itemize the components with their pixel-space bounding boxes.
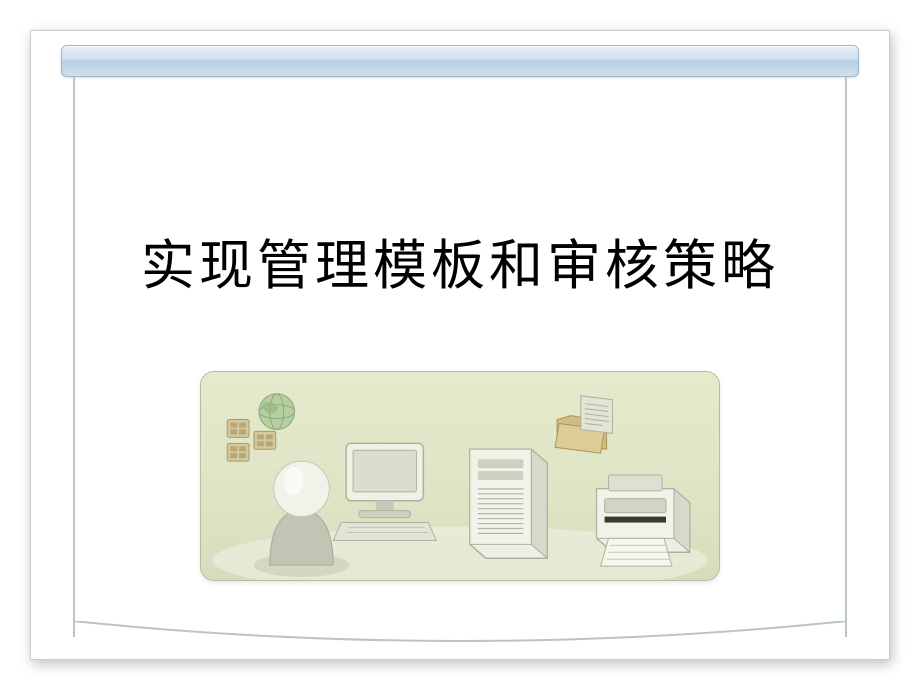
network-illustration: [200, 371, 720, 581]
document-icon: [581, 396, 613, 434]
frame-line-left: [73, 77, 75, 637]
globe-icon: [259, 394, 295, 430]
slide-title: 实现管理模板和审核策略: [31, 221, 889, 300]
server-icon: [470, 449, 547, 558]
printer-icon: [597, 475, 690, 566]
presentation-slide: 实现管理模板和审核策略: [30, 30, 890, 660]
monitor-icon: [333, 443, 436, 540]
person-icon: [254, 461, 349, 577]
frame-curve-bottom: [73, 621, 847, 649]
frame-line-right: [845, 77, 847, 637]
header-bar: [61, 45, 859, 77]
